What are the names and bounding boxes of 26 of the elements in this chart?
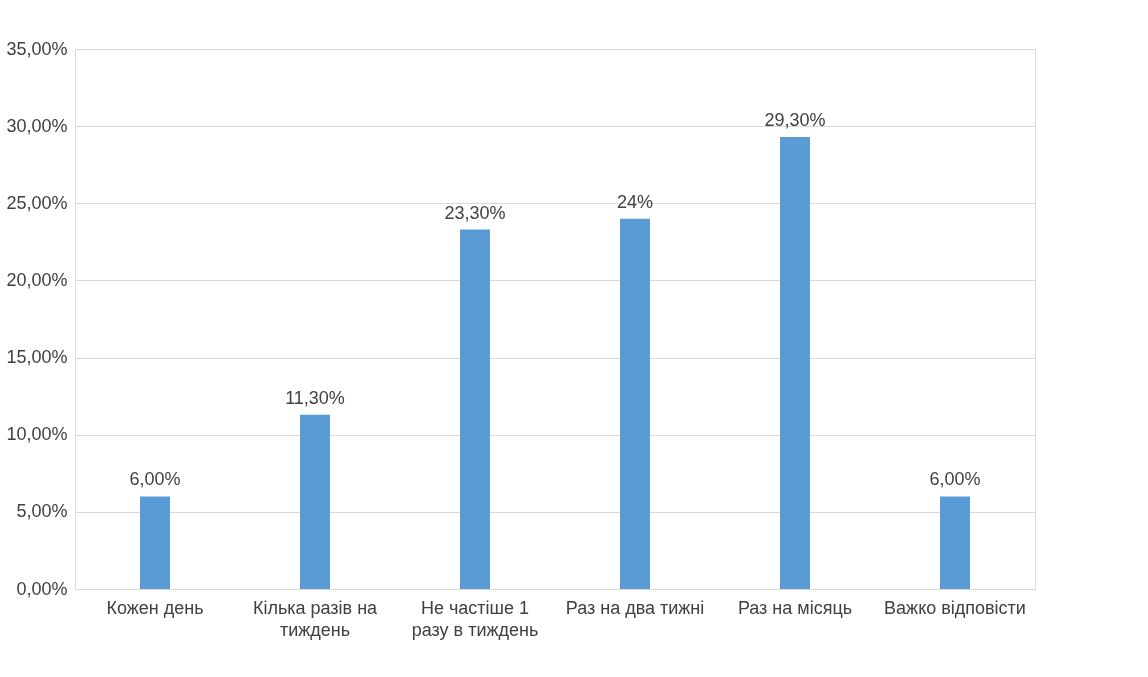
y-tick-label: 35,00% <box>6 38 68 59</box>
y-tick-label: 20,00% <box>6 269 68 290</box>
x-tick-label: Кожен день <box>106 597 204 618</box>
x-tick-label: Раз на два тижні <box>565 597 705 618</box>
data-label: 24% <box>616 191 654 212</box>
bar <box>780 136 810 589</box>
x-tick-label: Раз на місяць <box>737 597 853 618</box>
bar <box>460 229 490 589</box>
data-label: 6,00% <box>129 469 181 490</box>
y-tick-label: 5,00% <box>16 501 68 522</box>
data-label: 29,30% <box>764 109 826 130</box>
bar <box>140 496 170 589</box>
y-tick-label: 15,00% <box>6 347 68 368</box>
data-label: 6,00% <box>929 469 981 490</box>
bar <box>620 218 650 589</box>
x-tick-label: Не частіше 1 разу в тиждень <box>411 597 539 640</box>
data-label: 11,30% <box>285 387 345 408</box>
y-tick-label: 30,00% <box>6 115 68 136</box>
bar <box>300 414 330 589</box>
bar <box>940 496 970 589</box>
y-tick-label: 0,00% <box>16 578 68 599</box>
data-label: 23,30% <box>444 202 506 223</box>
y-tick-label: 10,00% <box>6 424 68 445</box>
x-tick-label: Важко відповісти <box>884 597 1026 618</box>
y-tick-label: 25,00% <box>6 192 68 213</box>
x-tick-label: Кілька разів на тиждень <box>252 597 379 640</box>
